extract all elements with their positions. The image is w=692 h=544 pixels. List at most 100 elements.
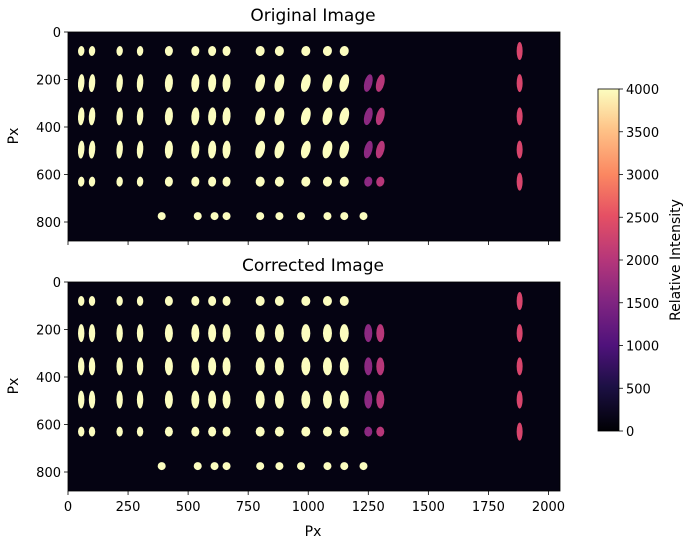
intensity-spot [339,296,349,306]
intensity-spot [255,140,266,159]
intensity-spot [222,74,231,93]
intensity-spot [222,462,231,471]
intensity-spot [255,324,265,343]
intensity-spot [116,176,123,187]
intensity-spot [364,390,373,409]
panel-corrected-title: Corrected Image [242,256,384,276]
intensity-spot [222,212,231,221]
intensity-spot [88,46,96,56]
intensity-spot [516,422,523,441]
intensity-spot [340,462,349,471]
intensity-spot [359,212,368,221]
intensity-spot [339,140,350,159]
intensity-spot [116,140,123,159]
y-tick-label: 800 [36,466,61,481]
panel-corrected-ylabel: Px [6,378,22,395]
intensity-spot [191,296,200,306]
intensity-spot [364,426,373,437]
intensity-spot [375,140,385,159]
intensity-spot [516,357,523,376]
intensity-spot [191,426,200,437]
intensity-spot [164,390,173,409]
intensity-spot [210,462,219,471]
intensity-spot [116,426,123,437]
intensity-spot [136,46,144,56]
intensity-spot [375,74,385,92]
intensity-spot [136,107,144,126]
intensity-spot [164,296,173,306]
intensity-spot [359,462,368,471]
intensity-spot [208,176,217,187]
intensity-spot [255,296,265,306]
intensity-spot [301,324,311,343]
x-tick-label: 2000 [532,500,565,515]
y-tick-label: 0 [53,26,61,41]
x-tick-label: 250 [116,500,141,515]
intensity-spot [208,324,217,343]
intensity-spot [193,462,202,471]
intensity-spot [322,324,332,343]
intensity-spot [222,46,231,56]
intensity-spot [363,74,373,92]
colorbar: 0 500 1000 1500 2000 2500 3000 3500 4000 Relativ… [597,83,684,440]
intensity-spot [516,107,523,126]
intensity-spot [191,46,200,56]
intensity-spot [376,357,385,376]
colorbar-tick-label: 4000 [626,83,659,98]
intensity-spot [222,296,231,306]
intensity-spot [300,140,311,159]
intensity-spot [191,390,200,409]
intensity-spot [376,390,385,409]
intensity-spot [301,357,311,376]
intensity-spot [191,140,200,159]
intensity-spot [208,140,217,159]
intensity-spot [339,46,349,56]
intensity-spot [88,176,96,187]
y-tick-label: 0 [53,276,61,291]
intensity-spot [78,46,85,56]
intensity-spot [222,390,231,409]
colorbar-tick-label: 2000 [626,254,659,269]
intensity-spot [376,176,385,187]
colorbar-tick-label: 3500 [626,126,659,141]
intensity-spot [164,176,173,187]
intensity-spot [301,176,311,187]
panel-corrected-x-ticks: 0 250 500 750 1000 1250 1500 1750 2000 [64,491,565,515]
intensity-spot [323,212,332,221]
intensity-spot [191,107,200,126]
y-tick-label: 600 [36,169,61,184]
intensity-spot [322,390,332,409]
intensity-spot [191,176,200,187]
intensity-spot [275,462,284,471]
intensity-spot [339,324,349,343]
intensity-spot [208,107,217,126]
intensity-spot [516,42,523,60]
intensity-spot [339,107,350,126]
intensity-spot [164,324,173,343]
intensity-spot [116,324,123,343]
panel-corrected-y-ticks: 0 200 400 600 800 [36,276,68,481]
intensity-spot [364,176,373,187]
intensity-spot [255,74,266,92]
intensity-spot [136,296,144,306]
intensity-spot [222,426,231,437]
intensity-spot [256,212,265,221]
intensity-spot [78,324,85,343]
intensity-spot [301,426,311,437]
y-tick-label: 400 [36,121,61,136]
intensity-spot [274,176,284,187]
intensity-spot [222,107,231,126]
intensity-spot [274,426,284,437]
intensity-spot [77,140,85,159]
panel-corrected-image [68,282,560,491]
intensity-spot [191,357,200,376]
intensity-spot [78,176,85,187]
intensity-spot [88,426,96,437]
intensity-spot [364,357,373,376]
colorbar-ticks: 0 500 1000 1500 2000 2500 3000 3500 4000 [619,83,659,440]
intensity-spot [255,176,265,187]
x-tick-label: 500 [176,500,201,515]
panel-original-ylabel: Px [6,128,22,145]
intensity-spot [116,46,123,56]
intensity-spot [274,296,284,306]
